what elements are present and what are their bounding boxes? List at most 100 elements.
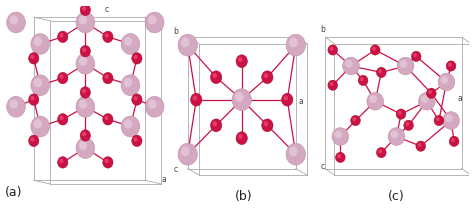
Circle shape [369,95,377,103]
Circle shape [34,119,42,128]
Circle shape [121,34,140,54]
Circle shape [80,4,91,16]
Circle shape [134,137,137,142]
Circle shape [76,53,95,74]
Circle shape [121,75,140,96]
Circle shape [419,92,435,110]
Circle shape [404,120,413,130]
Circle shape [145,12,164,33]
Circle shape [132,53,142,64]
Circle shape [400,60,407,68]
Circle shape [80,130,91,141]
Circle shape [332,128,349,145]
Circle shape [7,96,26,117]
Circle shape [105,116,109,120]
Circle shape [418,143,421,147]
Circle shape [443,112,459,129]
Circle shape [124,37,132,46]
Text: a: a [161,175,166,184]
Circle shape [7,12,26,33]
Circle shape [212,121,217,126]
Circle shape [121,116,140,137]
Circle shape [391,130,398,138]
Circle shape [28,94,39,105]
Text: c: c [173,165,178,174]
Circle shape [445,114,453,122]
Circle shape [282,93,293,106]
Circle shape [283,96,288,101]
Circle shape [82,132,86,136]
Circle shape [398,111,402,115]
Circle shape [58,31,68,43]
Circle shape [262,71,273,84]
Circle shape [181,147,190,156]
Circle shape [329,82,334,86]
Circle shape [236,132,247,145]
Circle shape [210,71,222,84]
Circle shape [31,116,50,137]
Circle shape [367,92,383,110]
Circle shape [416,141,426,151]
Circle shape [378,149,382,153]
Circle shape [405,122,410,126]
Circle shape [34,37,42,46]
Circle shape [59,159,64,163]
Circle shape [79,99,87,109]
Circle shape [105,33,109,38]
Circle shape [82,47,86,52]
Circle shape [372,47,376,51]
Circle shape [58,157,68,168]
Circle shape [178,34,197,56]
Circle shape [421,95,428,103]
Circle shape [82,89,86,93]
Circle shape [238,134,243,139]
Circle shape [124,119,132,128]
Circle shape [235,92,244,102]
Circle shape [178,143,197,165]
Circle shape [289,147,298,156]
Text: a: a [457,94,462,103]
Circle shape [76,138,95,158]
Circle shape [427,88,436,98]
Circle shape [376,67,386,78]
Text: (b): (b) [235,191,253,203]
Circle shape [30,137,35,142]
Circle shape [210,119,222,132]
Circle shape [103,72,113,84]
Circle shape [448,63,452,67]
Circle shape [411,51,421,62]
Circle shape [413,53,417,57]
Circle shape [343,57,359,75]
Circle shape [337,154,341,158]
Circle shape [103,31,113,43]
Circle shape [134,55,137,59]
Circle shape [134,96,137,100]
Circle shape [428,90,432,94]
Circle shape [289,38,298,47]
Circle shape [335,130,342,138]
Circle shape [434,115,444,126]
Circle shape [59,116,64,120]
Text: c: c [320,162,325,171]
Circle shape [148,99,156,109]
Text: c: c [105,5,109,14]
Circle shape [378,69,382,73]
Circle shape [145,96,164,117]
Circle shape [192,96,197,101]
Circle shape [30,96,35,100]
Circle shape [103,157,113,168]
Circle shape [286,34,305,56]
Circle shape [264,73,268,78]
Circle shape [441,76,448,84]
Circle shape [328,45,337,55]
Circle shape [9,99,18,109]
Circle shape [376,147,386,158]
Circle shape [82,6,86,11]
Circle shape [451,138,455,142]
Circle shape [105,159,109,163]
Circle shape [336,152,345,162]
Circle shape [212,73,217,78]
Circle shape [80,45,91,57]
Circle shape [358,75,368,86]
Circle shape [59,33,64,38]
